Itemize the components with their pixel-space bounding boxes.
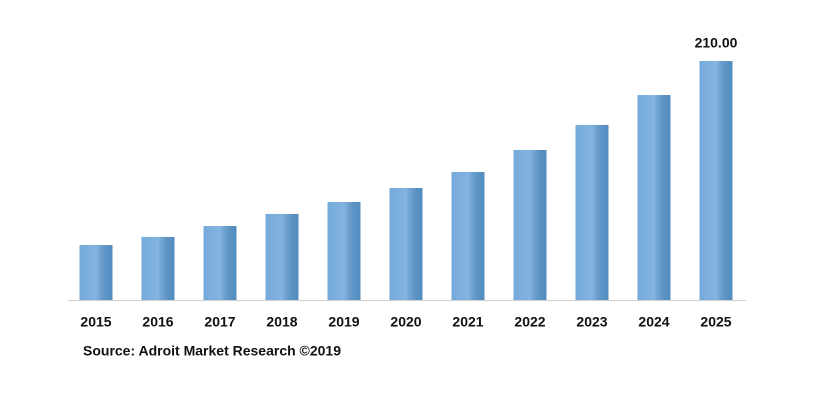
bar-shade [265, 213, 299, 300]
x-tick-label: 2015 [80, 314, 111, 330]
bar-shade [451, 171, 485, 300]
bar-shade [389, 188, 423, 300]
bar-shade [513, 149, 547, 300]
bar-shade [327, 202, 361, 300]
x-tick-label: 2025 [700, 314, 731, 330]
x-tick-label: 2024 [638, 314, 669, 330]
bar-shade [637, 95, 671, 300]
bar-shade [699, 61, 733, 300]
source-note: Source: Adroit Market Research ©2019 [83, 343, 341, 359]
bar-shade [79, 245, 113, 300]
x-tick-label: 2016 [142, 314, 173, 330]
x-tick-label: 2021 [452, 314, 483, 330]
x-tick-label: 2023 [576, 314, 607, 330]
x-tick-label: 2017 [204, 314, 235, 330]
bar-shade [203, 226, 237, 300]
data-label: 210.00 [695, 35, 738, 51]
x-tick-label: 2018 [266, 314, 297, 330]
x-tick-label: 2022 [514, 314, 545, 330]
bar-shade [575, 124, 609, 300]
bar-shade [141, 236, 175, 300]
x-tick-label: 2019 [328, 314, 359, 330]
x-tick-label: 2020 [390, 314, 421, 330]
